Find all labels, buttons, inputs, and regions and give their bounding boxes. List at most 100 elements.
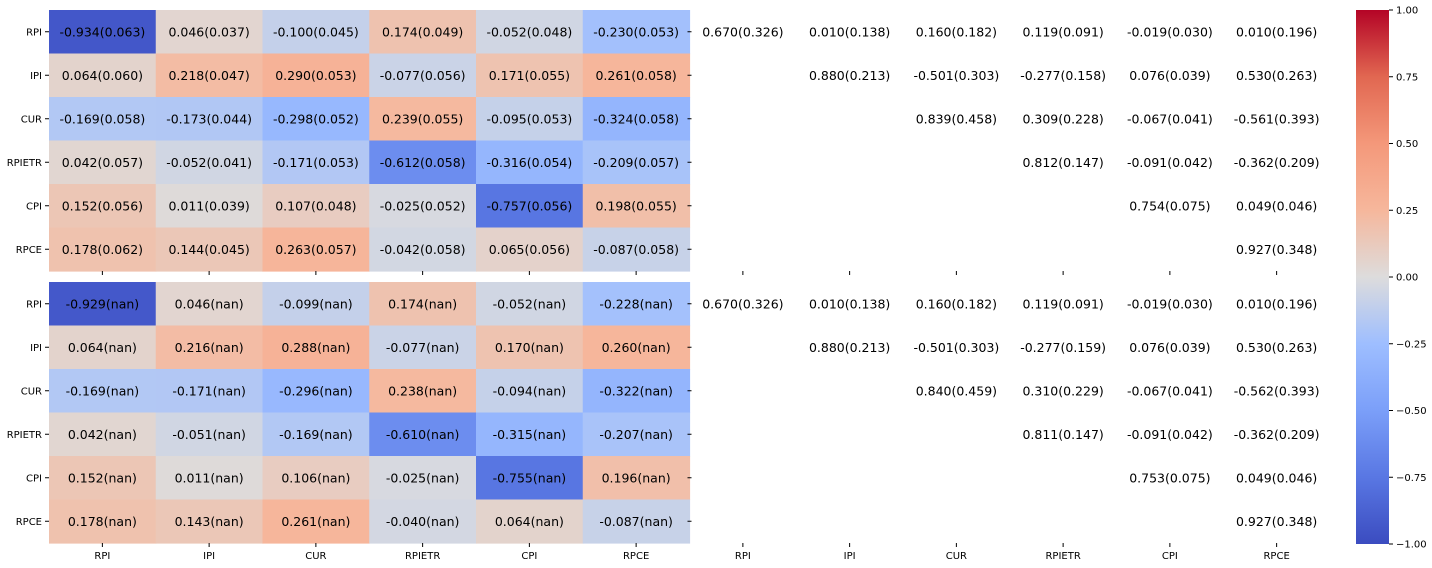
cell-label: 0.042(nan) bbox=[68, 427, 137, 442]
cell-label: -0.228(nan) bbox=[599, 296, 673, 311]
cell-label: 0.198(0.055) bbox=[595, 198, 676, 213]
heatmap-cell bbox=[49, 140, 157, 185]
x-tick-label: CUR bbox=[946, 551, 967, 562]
y-tick-label: CPI bbox=[26, 201, 42, 212]
cell-label: 0.010(0.196) bbox=[1236, 24, 1317, 39]
cell-label: -0.755(nan) bbox=[493, 470, 567, 485]
heatmap-cell bbox=[155, 369, 264, 414]
heatmap-cell bbox=[369, 282, 477, 327]
heatmap-cell bbox=[369, 369, 477, 414]
heatmap-cell bbox=[262, 412, 370, 457]
heatmap-cell bbox=[262, 282, 370, 327]
heatmap-cell bbox=[155, 325, 264, 370]
cell-label: -0.929(nan) bbox=[66, 296, 140, 311]
cell-label: -0.067(0.041) bbox=[1127, 111, 1213, 126]
cell-label: -0.087(nan) bbox=[599, 514, 673, 529]
cell-label: -0.077(0.056) bbox=[380, 68, 466, 83]
cell-label: 0.011(nan) bbox=[175, 470, 244, 485]
y-tick-label: RPI bbox=[26, 27, 42, 38]
cell-label: -0.067(0.041) bbox=[1127, 383, 1213, 398]
cell-label: 0.670(0.326) bbox=[702, 296, 783, 311]
cell-label: 0.840(0.459) bbox=[916, 383, 997, 398]
colorbar-tick-label: 0.00 bbox=[1396, 273, 1418, 284]
cell-label: 0.178(nan) bbox=[68, 514, 137, 529]
cell-label: -0.095(0.053) bbox=[486, 111, 572, 126]
cell-label: -0.169(nan) bbox=[279, 427, 353, 442]
cell-label: -0.052(nan) bbox=[493, 296, 567, 311]
cell-label: -0.501(0.303) bbox=[913, 68, 999, 83]
cell-label: -0.099(nan) bbox=[279, 296, 353, 311]
heatmap-cell bbox=[476, 10, 584, 55]
cell-label: 0.753(0.075) bbox=[1129, 470, 1210, 485]
cell-label: 0.261(0.058) bbox=[595, 68, 676, 83]
heatmap-cell bbox=[582, 97, 691, 142]
cell-label: -0.362(0.209) bbox=[1234, 155, 1320, 170]
heatmap-cell bbox=[49, 97, 157, 142]
cell-label: -0.173(0.044) bbox=[166, 111, 252, 126]
cell-label: -0.277(0.158) bbox=[1020, 68, 1106, 83]
heatmap-cell bbox=[582, 53, 691, 98]
x-tick-label: RPCE bbox=[623, 551, 649, 562]
heatmap-cell bbox=[155, 184, 264, 229]
cell-label: -0.091(0.042) bbox=[1127, 155, 1213, 170]
cell-label: 0.143(nan) bbox=[175, 514, 244, 529]
cell-label: 0.064(nan) bbox=[495, 514, 564, 529]
heatmap-cell bbox=[49, 325, 157, 370]
cell-label: 0.160(0.182) bbox=[916, 24, 997, 39]
cell-label: -0.610(nan) bbox=[386, 427, 460, 442]
colorbar-tick-label: 0.50 bbox=[1396, 139, 1418, 150]
cell-label: -0.025(0.052) bbox=[380, 198, 466, 213]
cell-label: 0.076(0.039) bbox=[1129, 340, 1210, 355]
cell-label: 0.530(0.263) bbox=[1236, 68, 1317, 83]
heatmap-cell bbox=[369, 140, 477, 185]
heatmap-cell bbox=[262, 456, 370, 501]
y-tick-label: IPI bbox=[30, 71, 42, 82]
x-tick-label: IPI bbox=[844, 551, 856, 562]
cell-label: 0.065(0.056) bbox=[489, 242, 570, 257]
y-tick-label: RPIETR bbox=[7, 430, 42, 441]
colorbar-tick-label: 0.75 bbox=[1396, 72, 1418, 83]
heatmap-cell bbox=[476, 227, 584, 272]
cell-label: -0.040(nan) bbox=[386, 514, 460, 529]
x-tick-label: RPI bbox=[735, 551, 751, 562]
heatmap-cell bbox=[476, 412, 584, 457]
cell-label: 0.880(0.213) bbox=[809, 340, 890, 355]
cell-label: 0.119(0.091) bbox=[1022, 296, 1103, 311]
heatmap-cell bbox=[262, 53, 370, 98]
heatmap-cell bbox=[369, 97, 477, 142]
heatmap-cell bbox=[49, 456, 157, 501]
heatmap-cell bbox=[582, 227, 691, 272]
cell-label: 0.263(0.057) bbox=[275, 242, 356, 257]
cell-label: -0.019(0.030) bbox=[1127, 296, 1213, 311]
cell-label: 0.216(nan) bbox=[175, 340, 244, 355]
cell-label: 0.288(nan) bbox=[281, 340, 350, 355]
cell-label: -0.171(0.053) bbox=[273, 155, 359, 170]
heatmap-cell bbox=[476, 140, 584, 185]
cell-label: 0.290(0.053) bbox=[275, 68, 356, 83]
heatmap-cell bbox=[155, 227, 264, 272]
cell-label: -0.091(0.042) bbox=[1127, 427, 1213, 442]
y-tick-label: RPI bbox=[26, 299, 42, 310]
cell-label: -0.171(nan) bbox=[172, 383, 246, 398]
cell-label: 0.152(0.056) bbox=[62, 198, 143, 213]
heatmap-cell bbox=[476, 456, 584, 501]
colorbar-tick-label: 1.00 bbox=[1396, 6, 1418, 17]
heatmap-panel-2: -0.929(nan) 0.046(nan) -0.099(nan) 0.174(na… bbox=[7, 282, 1320, 562]
cell-label: 0.119(0.091) bbox=[1022, 24, 1103, 39]
heatmap-cell bbox=[582, 325, 691, 370]
cell-label: 0.011(0.039) bbox=[168, 198, 249, 213]
x-tick-label: RPIETR bbox=[1045, 551, 1080, 562]
cell-label: -0.052(0.048) bbox=[486, 24, 572, 39]
cell-label: -0.612(0.058) bbox=[380, 155, 466, 170]
cell-label: 0.811(0.147) bbox=[1022, 427, 1103, 442]
x-tick-label: RPI bbox=[94, 551, 110, 562]
cell-label: -0.562(0.393) bbox=[1234, 383, 1320, 398]
cell-label: -0.051(nan) bbox=[172, 427, 246, 442]
cell-label: -0.052(0.041) bbox=[166, 155, 252, 170]
cell-label: -0.169(nan) bbox=[66, 383, 140, 398]
cell-label: 0.010(0.138) bbox=[809, 296, 890, 311]
x-tick-label: CUR bbox=[305, 551, 326, 562]
y-tick-label: IPI bbox=[30, 343, 42, 354]
cell-label: 0.144(0.045) bbox=[168, 242, 249, 257]
y-tick-label: CPI bbox=[26, 473, 42, 484]
